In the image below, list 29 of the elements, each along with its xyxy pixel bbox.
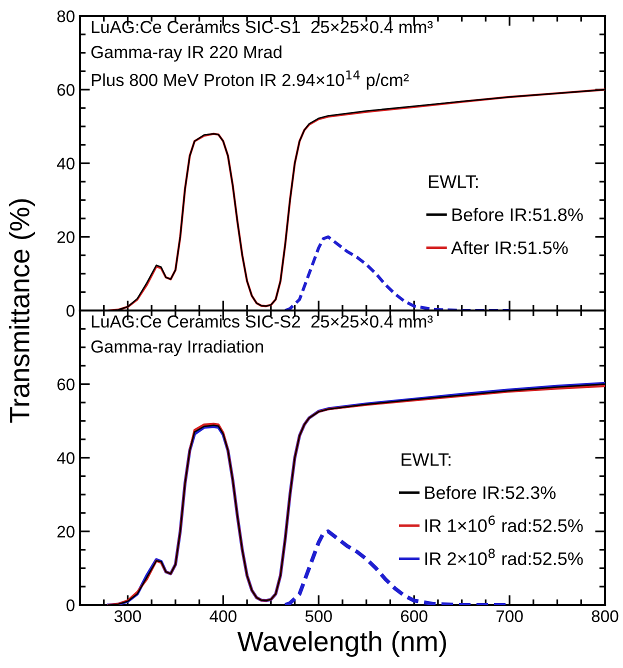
x-tick-label: 500 <box>305 610 332 622</box>
legend-label: After IR:51.5% <box>451 240 568 254</box>
legend-label: Before IR:52.3% <box>425 486 556 500</box>
legend-label: IR 2×10$^{8}$ rad:52.5% <box>425 548 583 566</box>
x-tick-label: 300 <box>114 610 141 622</box>
y-tick-label: 0 <box>66 599 74 612</box>
y-tick-label: 20 <box>57 526 74 538</box>
y-tick-label: 40 <box>56 158 74 170</box>
annotation: Gamma-ray IR 220 Mrad <box>91 45 282 62</box>
y-axis-title: Transmittance (%) <box>9 199 35 423</box>
x-tick-label: 600 <box>401 610 428 622</box>
x-axis-title: Wavelength (nm) <box>237 630 446 657</box>
annotation: Gamma-ray Irradiation <box>91 340 264 356</box>
x-tick-label: 400 <box>210 610 236 622</box>
x-tick-label: 700 <box>496 610 523 622</box>
legend-title: EWLT: <box>429 175 478 188</box>
legend-label: Before IR:51.8% <box>452 208 583 222</box>
legend-label: IR 1×10$^{6}$ rad:52.5% <box>425 516 583 532</box>
annotation: LuAG:Ce Ceramics SIC-S1 25×25×0.4 mm³ <box>92 20 433 34</box>
y-tick-label: 20 <box>57 231 74 244</box>
y-tick-label: 60 <box>57 378 74 390</box>
y-tick-label: 60 <box>57 84 74 96</box>
legend-title: EWLT: <box>402 453 450 466</box>
annotation: Plus 800 MeV Proton IR 2.94×10$^{14}$ p/cm² <box>92 70 409 90</box>
annotation: LuAG:Ce Ceramics SIC-S2 25×25×0.4 mm³ <box>92 314 433 328</box>
y-tick-label: 40 <box>56 452 74 464</box>
y-tick-label: 0 <box>66 304 74 317</box>
x-tick-label: 800 <box>592 610 618 622</box>
y-tick-label: 80 <box>57 10 74 22</box>
